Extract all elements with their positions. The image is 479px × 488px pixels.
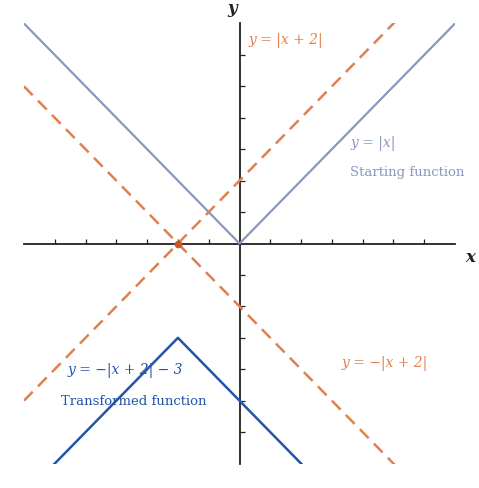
Text: y = −|x + 2| − 3: y = −|x + 2| − 3 (67, 362, 182, 377)
Text: x: x (466, 248, 475, 265)
Text: Starting function: Starting function (350, 165, 465, 179)
Text: y = |x + 2|: y = |x + 2| (249, 33, 323, 47)
Text: y = −|x + 2|: y = −|x + 2| (341, 356, 427, 371)
Text: y: y (227, 0, 237, 17)
Text: Transformed function: Transformed function (61, 395, 206, 407)
Text: y = |x|: y = |x| (350, 136, 396, 151)
